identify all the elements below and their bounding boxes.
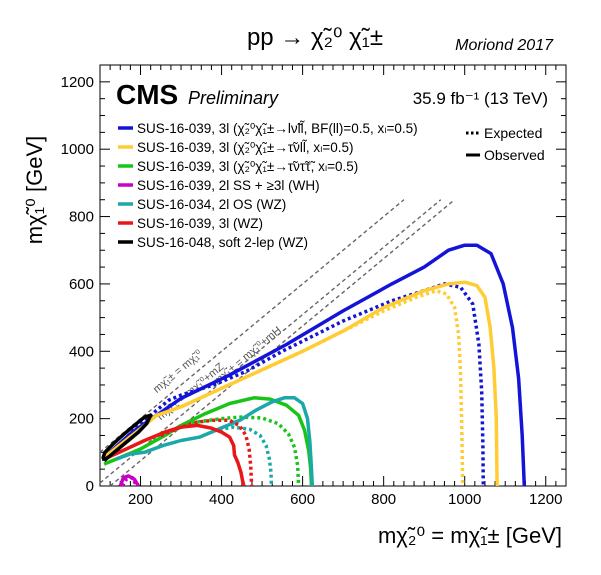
observed-curve (100, 280, 499, 486)
y-tick-label: 0 (86, 478, 94, 495)
diagonal-line (99, 199, 405, 453)
observed-curve (102, 243, 527, 486)
legend-label: SUS-16-039, 3l (χ̃₂⁰χ̃₁±→τ̃ντ̃τ̃, xₗ=0.5… (137, 159, 358, 174)
x-tick-label: 200 (128, 491, 153, 508)
y-tick-label: 400 (69, 343, 94, 360)
x-tick-label: 1000 (448, 491, 481, 508)
legend-label: SUS-16-034, 2l OS (WZ) (137, 197, 286, 212)
y-tick-label: 1200 (61, 74, 94, 91)
legend-label: SUS-16-039, 3l (WZ) (137, 216, 263, 231)
legend-label: SUS-16-039, 3l (χ̃₂⁰χ̃₁±→lν̃ll̃, BF(ll)=… (137, 120, 418, 136)
x-tick-label: 800 (371, 491, 396, 508)
x-axis-label: mχ̃₂⁰ = mχ̃₁± [GeV] (378, 523, 562, 548)
x-tick-label: 600 (290, 491, 315, 508)
diagonal-line (109, 199, 456, 487)
observed-curve (101, 413, 153, 463)
x-tick-label: 400 (209, 491, 234, 508)
observed-curve (103, 423, 246, 486)
cms-status: Preliminary (188, 88, 279, 108)
observed-curve (118, 474, 140, 486)
legend-label: SUS-16-039, 2l SS + ≥3l (WH) (137, 178, 320, 193)
y-tick-label: 200 (69, 411, 94, 428)
y-tick-label: 1000 (61, 141, 94, 158)
y-axis-label: mχ̃₁⁰ [GeV] (22, 136, 47, 244)
style-legend-label: Observed (484, 147, 545, 163)
conference-label: Moriond 2017 (455, 37, 554, 54)
legend-label: SUS-16-048, soft 2-lep (WZ) (137, 235, 308, 250)
observed-curve (103, 396, 314, 486)
observed-curve (115, 396, 315, 486)
cms-logo: CMS (116, 79, 178, 110)
lumi-label: 35.9 fb⁻¹ (13 TeV) (413, 89, 548, 108)
legend-label: SUS-16-039, 3l (χ̃₂⁰χ̃₁±→τ̃νll̃, xₗ=0.5) (137, 139, 354, 155)
style-legend-label: Expected (484, 125, 542, 141)
x-tick-label: 1200 (529, 491, 562, 508)
y-tick-label: 800 (69, 209, 94, 226)
expected-curve (213, 425, 274, 486)
process-title: pp → χ̃₂⁰ χ̃₁± (247, 24, 383, 51)
y-tick-label: 600 (69, 276, 94, 293)
